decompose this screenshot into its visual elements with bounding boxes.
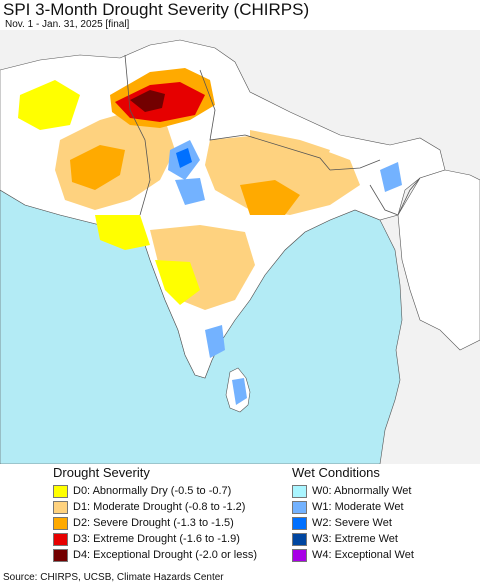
swatch-d2: [53, 516, 68, 530]
patch-d4-north: [130, 90, 165, 112]
legend-item-w1: W1: Moderate Wet: [292, 500, 404, 514]
patch-w1-srilanka: [232, 378, 247, 405]
legend-item-w2: W2: Severe Wet: [292, 516, 392, 530]
legend-item-d4: D4: Exceptional Drought (-2.0 or less): [53, 548, 257, 562]
swatch-d3: [53, 532, 68, 546]
patch-w1-northeast: [380, 162, 402, 192]
legend-label-d1: D1: Moderate Drought (-0.8 to -1.2): [73, 501, 246, 513]
patch-d0-west: [95, 215, 150, 250]
swatch-d1: [53, 500, 68, 514]
map-subtitle: Nov. 1 - Jan. 31, 2025 [final]: [5, 19, 130, 30]
swatch-d4: [53, 548, 68, 562]
patch-w1-central: [175, 178, 205, 205]
legend-item-d2: D2: Severe Drought (-1.3 to -1.5): [53, 516, 234, 530]
legend-label-w3: W3: Extreme Wet: [312, 533, 398, 545]
patch-w2-gujarat: [176, 148, 192, 168]
legend-label-w1: W1: Moderate Wet: [312, 501, 404, 513]
legend-item-w0: W0: Abnormally Wet: [292, 484, 411, 498]
drought-map: [0, 30, 480, 464]
legend-item-d0: D0: Abnormally Dry (-0.5 to -0.7): [53, 484, 231, 498]
swatch-w1: [292, 500, 307, 514]
swatch-w2: [292, 516, 307, 530]
patch-d0-afghanistan: [18, 80, 80, 130]
patch-w1-south: [205, 325, 225, 358]
patch-d1-nepal: [250, 130, 330, 162]
legend-item-w3: W3: Extreme Wet: [292, 532, 398, 546]
legend-item-w4: W4: Exceptional Wet: [292, 548, 414, 562]
legend-label-w4: W4: Exceptional Wet: [312, 549, 414, 561]
legend-label-d0: D0: Abnormally Dry (-0.5 to -0.7): [73, 485, 232, 497]
legend-label-d3: D3: Extreme Drought (-1.6 to -1.9): [73, 533, 240, 545]
legend-label-w2: W2: Severe Wet: [312, 517, 392, 529]
swatch-w0: [292, 484, 307, 498]
legend-drought-heading: Drought Severity: [53, 465, 150, 480]
legend: Drought Severity Wet Conditions D0: Abno…: [0, 462, 480, 570]
legend-item-d1: D1: Moderate Drought (-0.8 to -1.2): [53, 500, 245, 514]
legend-label-d2: D2: Severe Drought (-1.3 to -1.5): [73, 517, 234, 529]
legend-wet-heading: Wet Conditions: [292, 465, 380, 480]
source-credit: Source: CHIRPS, UCSB, Climate Hazards Ce…: [3, 572, 224, 583]
border-lines: [124, 54, 421, 216]
patch-d0-deccan: [155, 260, 200, 305]
patch-d2-pakistan: [70, 145, 125, 190]
swatch-w3: [292, 532, 307, 546]
legend-item-d3: D3: Extreme Drought (-1.6 to -1.9): [53, 532, 240, 546]
legend-label-w0: W0: Abnormally Wet: [312, 485, 412, 497]
swatch-d0: [53, 484, 68, 498]
swatch-w4: [292, 548, 307, 562]
myanmar-land: [397, 169, 480, 351]
legend-label-d4: D4: Exceptional Drought (-2.0 or less): [73, 549, 258, 561]
map-title: SPI 3-Month Drought Severity (CHIRPS): [3, 0, 310, 19]
patch-d2-central: [240, 180, 300, 215]
